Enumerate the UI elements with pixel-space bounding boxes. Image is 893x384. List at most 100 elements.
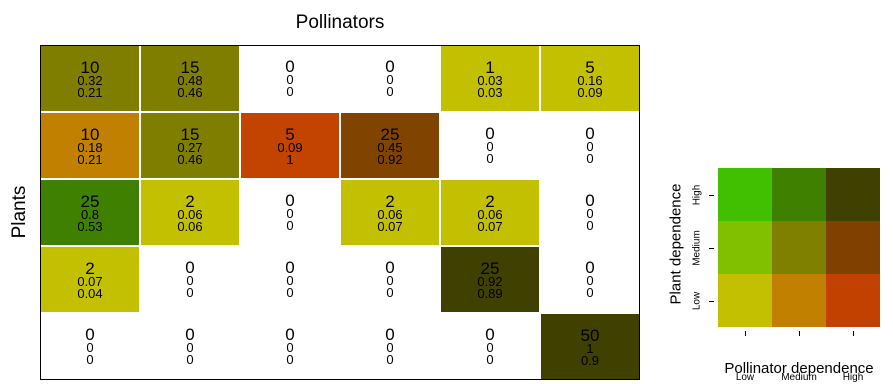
cell-count-label: 15	[180, 58, 200, 77]
cell-count-label: 0	[385, 258, 395, 277]
cell-fraction-label: 0.09	[277, 140, 303, 155]
legend-x-tick-label: Low	[735, 372, 755, 383]
cell-fraction-label: 0.06	[377, 207, 403, 222]
cell-fraction-label: 0	[286, 84, 294, 99]
cell-count-label: 0	[385, 325, 395, 344]
cell-fraction-label: 0	[386, 273, 394, 288]
matrix-frame	[40, 45, 640, 380]
legend-y-tick-label: Low	[691, 291, 703, 310]
matrix-cell: 25 0.45 0.92	[340, 112, 440, 179]
cell-fraction-label: 0.06	[477, 207, 503, 222]
cell-count-label: 25	[80, 192, 100, 211]
cell-fraction-label: 0.21	[77, 152, 103, 167]
cell-fraction-label: 0	[86, 340, 94, 355]
cell-fraction-label: 0.09	[577, 85, 603, 100]
cell-fraction-label: 0.32	[77, 73, 103, 88]
legend-color-cell	[772, 274, 826, 327]
cell-fraction-label: 0	[286, 285, 294, 300]
cell-fraction-label: 0	[386, 72, 394, 87]
cell-fraction-label: 0	[586, 206, 594, 221]
cell-count-label: 0	[185, 325, 195, 344]
cell-fraction-label: 0	[286, 340, 294, 355]
cell-fraction-label: 0	[286, 352, 294, 367]
cell-count-label: 0	[85, 325, 95, 344]
matrix-cell: 2 0.06 0.07	[440, 179, 540, 246]
matrix-cell: 15 0.27 0.46	[140, 112, 240, 179]
cell-fraction-label: 0.21	[77, 85, 103, 100]
x-axis-title: Pollinators	[295, 12, 385, 33]
cell-fraction-label: 0	[386, 84, 394, 99]
cell-fraction-label: 0	[186, 285, 194, 300]
legend-y-tick-label: High	[691, 184, 703, 205]
cell-fraction-label: 0.18	[77, 140, 103, 155]
cell-count-label: 1	[485, 58, 495, 77]
matrix-cell: 2 0.07 0.04	[40, 246, 140, 313]
legend-color-cell	[718, 168, 772, 221]
cell-fraction-label: 0	[186, 273, 194, 288]
matrix-cell: 5 0.09 1	[240, 112, 340, 179]
cell-count-label: 0	[585, 191, 595, 210]
cell-count-label: 0	[585, 124, 595, 143]
cell-count-label: 0	[285, 258, 295, 277]
matrix-cell: 2 0.06 0.07	[340, 179, 440, 246]
cell-count-label: 5	[285, 125, 295, 144]
cell-count-label: 0	[485, 124, 495, 143]
cell-count-label: 0	[285, 191, 295, 210]
cell-count-label: 0	[485, 325, 495, 344]
cell-fraction-label: 0	[286, 72, 294, 87]
cell-fraction-label: 0	[286, 206, 294, 221]
cell-fraction-label: 0	[586, 218, 594, 233]
cell-fraction-label: 0	[386, 352, 394, 367]
cell-fraction-label: 0	[186, 352, 194, 367]
cell-fraction-label: 0	[286, 273, 294, 288]
legend-color-cell	[718, 221, 772, 274]
cell-fraction-label: 1	[586, 341, 594, 356]
cell-count-label: 10	[80, 58, 100, 77]
cell-fraction-label: 0.06	[177, 219, 203, 234]
legend-color-cell	[826, 221, 880, 274]
cell-count-label: 2	[185, 192, 195, 211]
cell-count-label: 0	[285, 325, 295, 344]
cell-count-label: 0	[585, 258, 595, 277]
cell-count-label: 25	[380, 125, 400, 144]
cell-fraction-label: 0	[586, 285, 594, 300]
legend-x-tick-label: Medium	[781, 372, 817, 383]
cell-count-label: 15	[180, 125, 200, 144]
cell-fraction-label: 0.92	[377, 152, 403, 167]
matrix-cell: 10 0.32 0.21	[40, 45, 140, 112]
cell-fraction-label: 0.27	[177, 140, 203, 155]
matrix-cell: 25 0.8 0.53	[40, 179, 140, 246]
cell-fraction-label: 0.8	[80, 207, 100, 222]
legend-y-tick-label: Medium	[691, 229, 703, 266]
cell-count-label: 0	[185, 258, 195, 277]
cell-fraction-label: 0	[486, 340, 494, 355]
cell-fraction-label: 0.07	[377, 219, 403, 234]
cell-fraction-label: 0.07	[477, 219, 503, 234]
matrix-cell: 25 0.92 0.89	[440, 246, 540, 313]
cell-fraction-label: 0	[86, 352, 94, 367]
cell-count-label: 2	[485, 192, 495, 211]
legend-x-tick-label: High	[842, 372, 864, 383]
cell-fraction-label: 0	[586, 151, 594, 166]
cell-fraction-label: 0.06	[177, 207, 203, 222]
cell-count-label: 5	[585, 58, 595, 77]
matrix-cell: 50 1 0.9	[540, 313, 640, 380]
cell-fraction-label: 0	[386, 285, 394, 300]
cell-fraction-label: 0	[586, 273, 594, 288]
cell-fraction-label: 0	[186, 340, 194, 355]
cell-fraction-label: 0	[586, 139, 594, 154]
cell-fraction-label: 0.16	[577, 73, 603, 88]
matrix-cell: 1 0.03 0.03	[440, 45, 540, 112]
cell-fraction-label: 0.04	[77, 286, 103, 301]
